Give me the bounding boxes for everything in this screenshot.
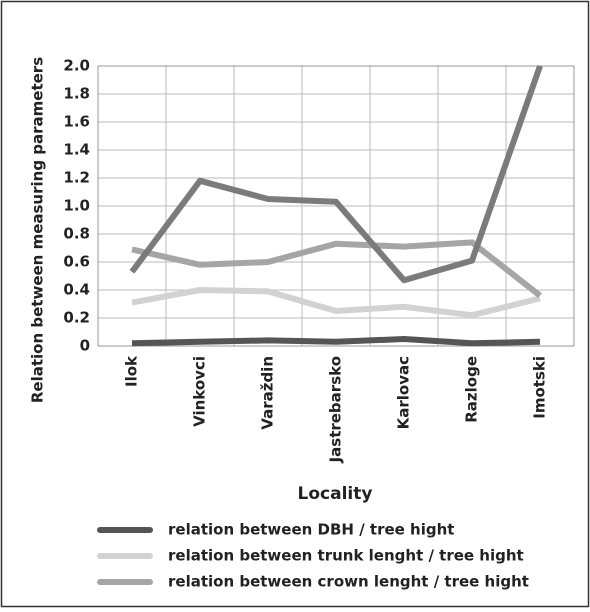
y-tick-label: 0.4 — [63, 281, 90, 299]
legend-label: relation between trunk lenght / tree hig… — [168, 547, 524, 565]
y-tick-label: 0.2 — [63, 309, 90, 327]
x-tick-label: Imotski — [531, 356, 549, 419]
y-tick-label: 0.6 — [63, 253, 90, 271]
y-axis-title: Relation between measuring parameters — [29, 57, 47, 403]
y-tick-label: 0.8 — [63, 225, 90, 243]
x-axis-title: Locality — [298, 484, 373, 504]
series-line — [129, 65, 543, 284]
y-tick-label: 1.6 — [63, 113, 90, 131]
y-tick-label: 1.8 — [63, 85, 90, 103]
y-tick-label: 1.4 — [63, 141, 90, 159]
x-tick-label: Jastrebarsko — [327, 356, 345, 463]
y-tick-label: 0 — [80, 337, 90, 355]
x-tick-label: Razloge — [463, 356, 481, 423]
legend-label: relation between DBH / tree hight — [168, 521, 454, 539]
y-tick-label: 1.0 — [63, 197, 90, 215]
series-line — [131, 336, 541, 347]
series-line — [131, 239, 542, 298]
x-tick-label: Ilok — [123, 355, 141, 387]
x-tick-label: Karlovac — [395, 356, 413, 429]
legend-label: relation between crown lenght / tree hig… — [168, 573, 529, 591]
x-tick-label: Varaždin — [259, 356, 277, 430]
series-line — [131, 287, 541, 319]
plot-border — [97, 65, 575, 347]
y-tick-label: 1.2 — [63, 169, 90, 187]
x-tick-label: Vinkovci — [191, 356, 209, 427]
y-tick-label: 2.0 — [63, 57, 90, 75]
